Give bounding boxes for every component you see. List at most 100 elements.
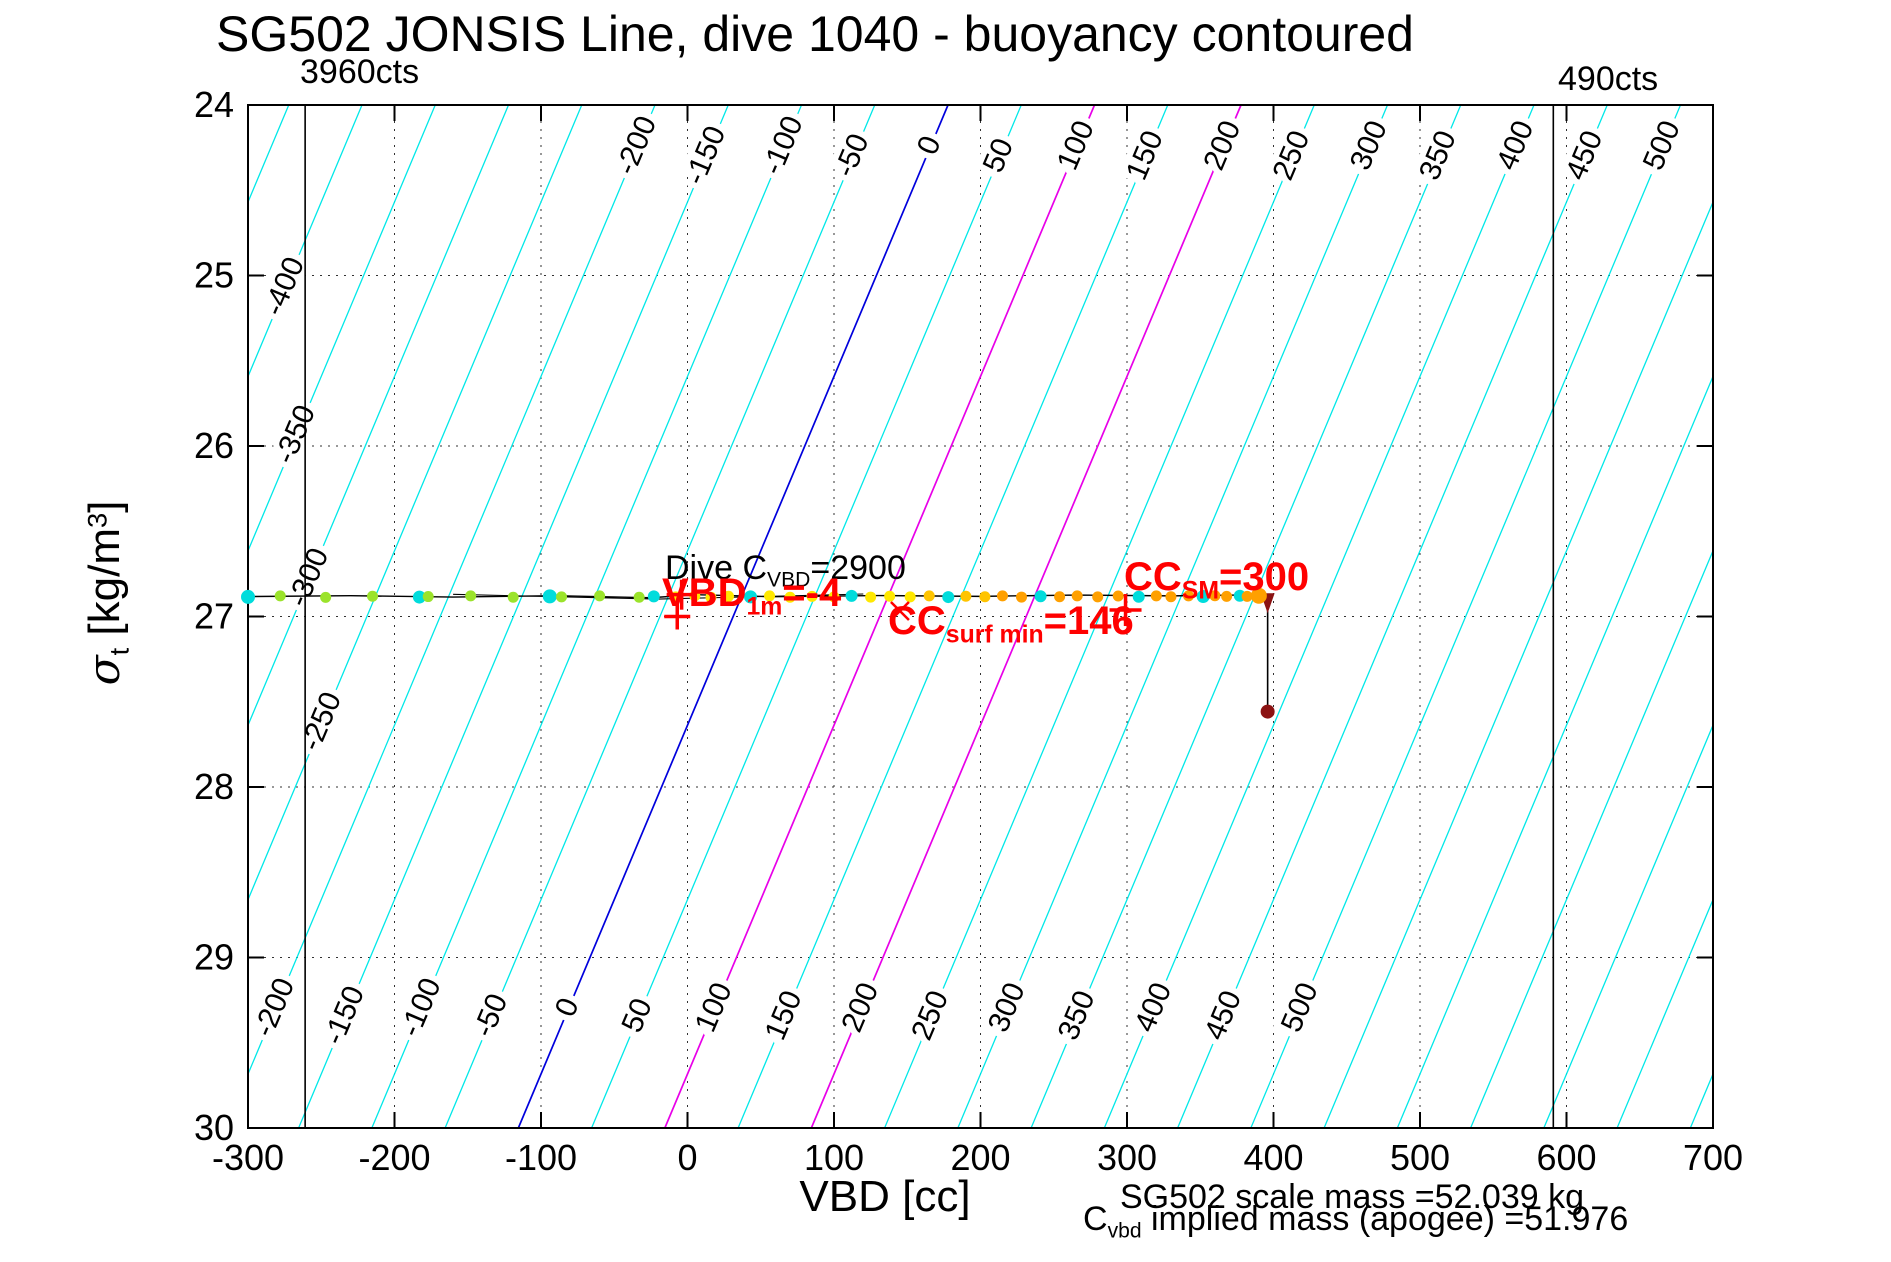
y-axis-units-pre: [kg/m: [79, 527, 129, 648]
track-dot: [320, 591, 332, 603]
track-dot: [705, 591, 717, 603]
annotation-ccsurf-post: =146: [1043, 599, 1134, 643]
footer-implied-sub: vbd: [1107, 1219, 1142, 1243]
track-dot: [1221, 590, 1233, 602]
annotation-ccsurf-sub: surf min: [945, 621, 1044, 649]
annotation-dive-pre: Dive C: [665, 549, 768, 587]
contour-label: -150: [317, 981, 371, 1049]
annotation-ccsm-pre: CC: [1124, 555, 1182, 599]
contour-label: -50: [828, 129, 875, 182]
contour-label: -50: [467, 989, 514, 1042]
track-dot: [1183, 590, 1195, 602]
contour-label: 0: [911, 131, 948, 159]
track-dot: [723, 590, 735, 602]
footer-implied-mass: Cvbd implied mass (apogee) =51.976: [1083, 1200, 1629, 1243]
y-axis-units-sup: 3: [81, 512, 113, 528]
footer-implied-post: implied mass (apogee) =51.976: [1141, 1200, 1629, 1238]
track-dot: [1112, 590, 1124, 602]
x-tick-label: 300: [1097, 1137, 1157, 1178]
contour-label: 200: [835, 978, 885, 1037]
annotation-ccsm: CCSM=300: [1124, 556, 1309, 605]
left-counts-label: 3960cts: [300, 53, 420, 91]
track-dot: [764, 590, 776, 602]
contour-label: -200: [609, 111, 663, 179]
track-dots: [241, 587, 1267, 604]
contour-label: -400: [257, 252, 311, 320]
track-dot: [806, 590, 818, 602]
track-dot: [865, 591, 877, 603]
contour-label: 250: [1266, 126, 1316, 185]
contour-label: -250: [294, 687, 348, 755]
annotation-ccsurf: CCsurf min=146: [888, 600, 1134, 649]
track-dot: [784, 591, 796, 603]
track-dot: [1241, 590, 1253, 602]
track-dot: [996, 590, 1008, 602]
track-dot: [633, 591, 645, 603]
counts-reference-lines: [304, 105, 1555, 1128]
track-dot: [884, 590, 896, 602]
track-dot: [960, 590, 972, 602]
track-dot: [1034, 590, 1047, 603]
track-dot: [1196, 590, 1210, 604]
plot-title: SG502 JONSIS Line, dive 1040 - buoyancy …: [216, 6, 1414, 62]
track-dot: [556, 591, 568, 603]
track-dot: [1132, 590, 1145, 603]
track-dot: [594, 590, 606, 602]
contour-label: -200: [247, 973, 301, 1041]
contour-label: 500: [1275, 978, 1325, 1037]
track-dot: [1165, 591, 1177, 603]
y-tick-label: 30: [194, 1107, 234, 1148]
x-tick-label: 600: [1536, 1137, 1596, 1178]
x-tick-label: 100: [804, 1137, 864, 1178]
x-tick-label: 400: [1243, 1137, 1303, 1178]
tick-labels: -300 -200 -100 0 100 200 300 400 500 600 700242526…: [194, 84, 1743, 1178]
x-tick-label: 700: [1683, 1137, 1743, 1178]
track-dot: [1150, 590, 1162, 602]
axis-ticks: [247, 104, 1714, 1129]
annotation-vbd1m-sub: 1m: [746, 593, 783, 621]
annotation-ccsm-sub: SM: [1181, 577, 1219, 605]
track-dot: [845, 589, 858, 602]
contour-label: 300: [982, 978, 1032, 1037]
track-dot: [1016, 591, 1028, 603]
contour-label: -100: [756, 111, 810, 179]
contour-label: 50: [977, 134, 1020, 178]
track-dot: [1250, 587, 1267, 604]
x-tick-label: -200: [358, 1137, 430, 1178]
track-dot: [979, 591, 991, 603]
contour-label: 500: [1637, 116, 1687, 175]
track-dot: [1209, 590, 1221, 602]
annotation-ccsm-post: =300: [1218, 555, 1310, 599]
track-dot: [942, 591, 955, 604]
annotation-vbd1m-post: =-4: [782, 571, 842, 615]
contour-label: 200: [1197, 116, 1247, 175]
track-dot: [507, 591, 519, 603]
track-dot: [367, 590, 379, 602]
cross-marker: [890, 601, 910, 621]
track-dot: [1092, 591, 1104, 603]
track-dot: [1054, 591, 1066, 603]
track-dot: [1071, 590, 1083, 602]
y-axis-sigma: σ: [78, 655, 130, 686]
contour-label: -100: [394, 973, 448, 1041]
contour-label: 100: [689, 978, 739, 1037]
annotation-dive-cvbd: Dive CVBD=2900: [665, 549, 906, 592]
track-dot: [412, 590, 426, 604]
x-tick-label: -100: [505, 1137, 577, 1178]
track-dot: [647, 590, 660, 603]
contour-label: 400: [1490, 116, 1540, 175]
contour-label: 50: [615, 994, 658, 1038]
track-dot: [274, 590, 286, 602]
contour-label: 250: [905, 986, 955, 1045]
track-dot: [422, 591, 434, 603]
y-tick-label: 29: [194, 937, 234, 978]
contour-label: 450: [1559, 126, 1609, 185]
contour-label: 350: [1413, 126, 1463, 185]
y-tick-label: 24: [194, 84, 234, 125]
annotation-dive-post: =2900: [810, 549, 906, 587]
annotation-ccsurf-pre: CC: [888, 599, 946, 643]
y-tick-label: 25: [194, 255, 234, 296]
y-tick-label: 28: [194, 766, 234, 807]
x-tick-label: 500: [1390, 1137, 1450, 1178]
